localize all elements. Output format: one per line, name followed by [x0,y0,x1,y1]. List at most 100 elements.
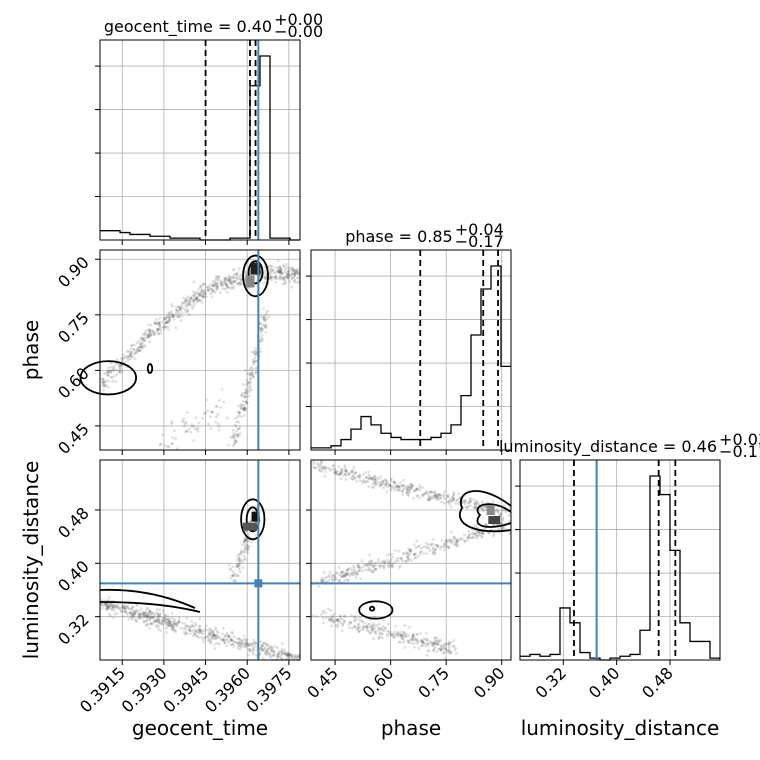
sample-point [146,614,150,618]
sample-point [166,321,170,325]
sample-point [250,370,254,374]
sample-point [126,357,130,360]
sample-point [439,545,443,548]
sample-point [293,655,297,659]
sample-point [392,636,395,639]
sample-point [251,642,254,646]
sample-point [431,497,434,500]
x-tick-label: 0.60 [359,663,398,702]
sample-point [288,280,291,283]
sample-point [367,622,371,626]
sample-point [372,480,376,484]
sample-point [247,539,251,543]
sample-point [236,646,240,650]
sample-point [199,293,202,297]
sample-point [172,313,175,317]
sample-point [282,652,286,655]
sample-point [168,617,172,621]
sample-point [210,633,213,637]
sample-point [149,331,153,335]
sample-point [227,279,231,282]
sample-point [226,285,230,289]
sample-point [172,626,176,629]
sample-point [395,633,399,636]
sample-point [363,625,367,629]
sample-point [319,578,323,582]
sample-point [137,349,141,352]
sample-point [192,629,196,632]
sample-point [238,647,242,651]
sample-point [283,275,286,279]
sample-point [154,322,158,326]
sample-point [254,351,258,355]
sample-point [260,336,263,340]
sample-point [241,400,245,403]
sample-point [480,507,484,511]
sample-point [415,638,419,641]
sample-point [163,327,166,331]
sample-point [186,301,190,305]
sample-point [281,642,284,645]
sample-point [159,615,162,619]
sample-point [137,612,141,616]
sample-point [233,432,237,436]
sample-point [244,643,248,647]
sample-point [322,571,326,575]
sample-point [153,332,157,336]
sample-point [196,635,200,638]
axes-frame [99,39,301,241]
sample-point [373,481,377,484]
sample-point [474,505,478,509]
sample-point [262,641,266,645]
sample-point [245,378,249,382]
sample-point [286,269,289,273]
sample-point [403,624,407,627]
sample-point [406,488,410,492]
sample-point [209,292,213,295]
sample-point [382,486,385,490]
sample-point [240,282,243,285]
sample-point [254,349,257,353]
sample-point [233,279,237,283]
sample-point [196,426,200,430]
sample-point [430,544,433,547]
sample-point [438,493,442,497]
sample-point [250,372,254,376]
sample-point [242,554,245,558]
sample-point [235,420,239,424]
sample-point [195,634,199,638]
sample-point [290,276,294,280]
sample-point [437,643,441,646]
sample-point [378,564,382,567]
sample-point [211,631,214,635]
sample-point [415,487,418,491]
sample-point [393,560,397,564]
sample-point [164,617,168,620]
sample-point [494,510,498,513]
contour-line-outer [99,588,201,613]
sample-point [142,615,146,618]
sample-point [184,298,188,302]
sample-point [171,619,175,623]
sample-point [288,653,292,657]
density-cell [251,511,260,522]
sample-point [232,436,236,440]
sample-point [264,325,268,329]
sample-point [480,532,484,536]
sample-point [288,653,292,657]
sample-point [243,391,247,395]
sample-point [433,496,436,499]
sample-point [293,271,297,275]
sample-point [434,493,437,497]
sample-point [356,565,359,569]
sample-point [116,605,120,609]
sample-point [106,604,110,607]
sample-point [346,568,350,571]
sample-point [402,633,406,636]
sample-point [148,609,152,613]
contour-line-outer [79,360,138,396]
x-axis-label: geocent_time [132,716,268,740]
sample-point [344,470,348,473]
sample-point [192,297,196,301]
sample-point [285,275,288,278]
